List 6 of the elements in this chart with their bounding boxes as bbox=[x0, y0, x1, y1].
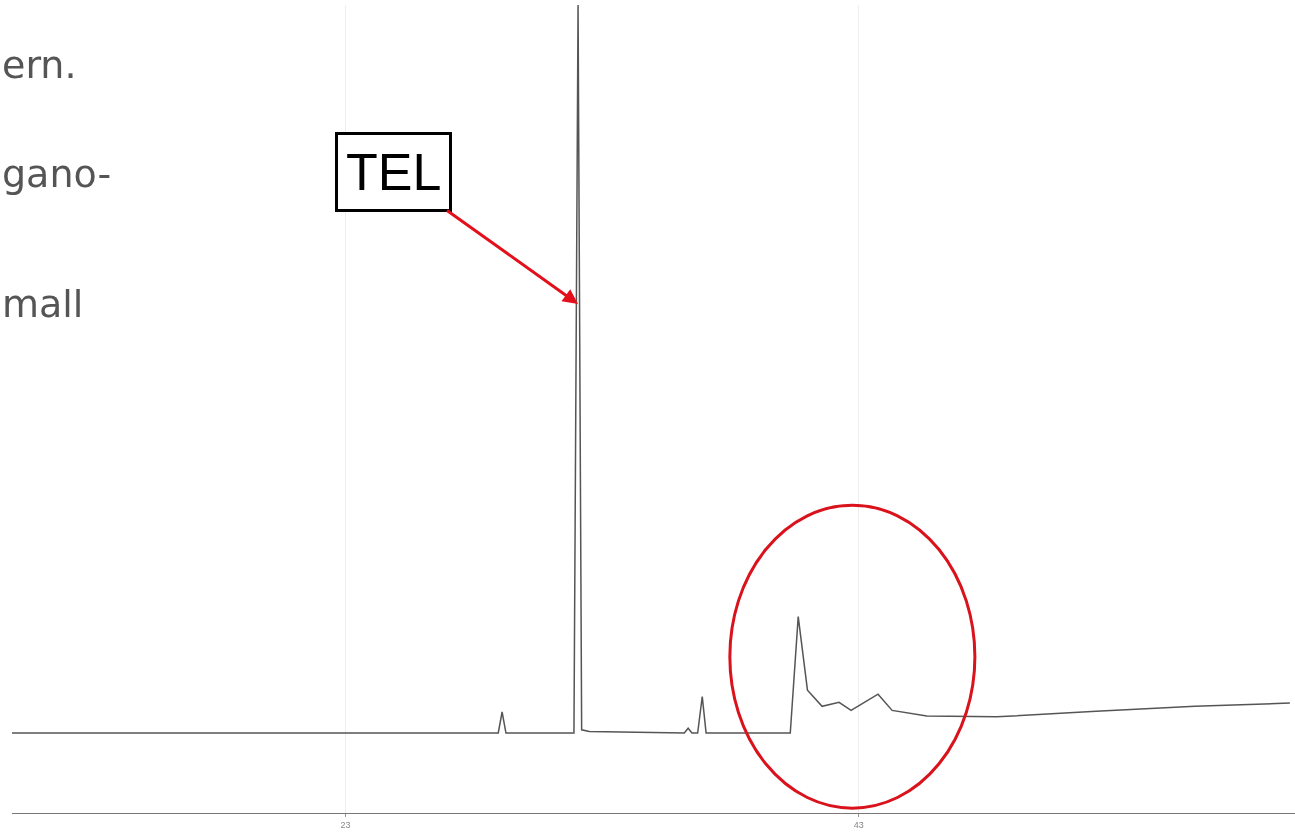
annotation: gano- bbox=[2, 152, 112, 196]
x-tick-label: 23 bbox=[340, 819, 351, 830]
x-tick-label: 43 bbox=[853, 819, 864, 830]
annotation: mall bbox=[2, 282, 84, 326]
annotation: TEL bbox=[346, 143, 442, 201]
annotation: ern. bbox=[2, 43, 77, 87]
